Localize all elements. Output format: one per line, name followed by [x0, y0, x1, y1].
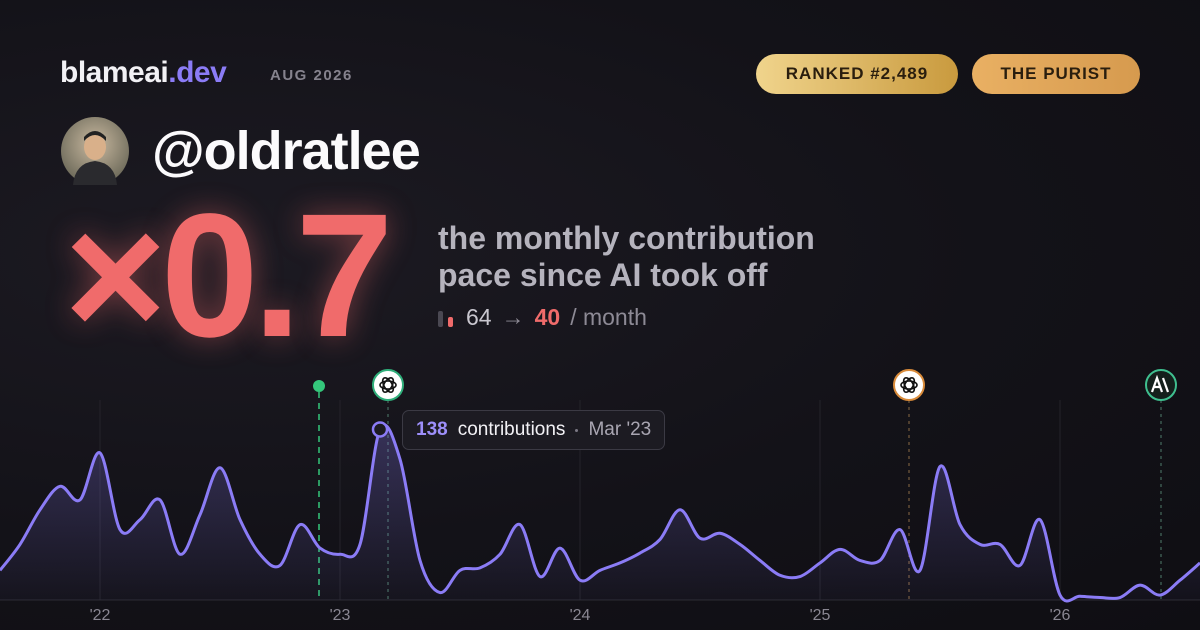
area — [0, 424, 1200, 601]
x-tick-label: '24 — [570, 607, 591, 624]
event-dot — [313, 380, 325, 392]
brand-name: blameai — [60, 56, 169, 89]
x-tick-label: '22 — [90, 607, 111, 624]
events — [313, 369, 1177, 600]
tooltip-value: 138 — [416, 419, 448, 441]
line — [0, 423, 1200, 603]
period: AUG 2026 — [270, 67, 353, 84]
openai-icon — [893, 369, 925, 401]
username: @oldratlee — [152, 121, 421, 181]
x-tick-label: '25 — [810, 607, 831, 624]
pace-before: 64 — [466, 304, 492, 330]
pace-unit: / month — [570, 304, 647, 330]
pace-icon — [438, 310, 453, 327]
tagline: pace since AI took off — [438, 257, 768, 293]
pace: 64 → 40 / month — [438, 304, 647, 331]
chart: '22 '23 '24 '25 '26 — [0, 369, 1200, 624]
avatar — [61, 117, 129, 185]
rank-badge: RANKED #2,489 — [756, 54, 958, 94]
anthropic-icon — [1145, 369, 1177, 401]
tooltip-label: contributions — [457, 419, 566, 441]
persona-badge: THE PURIST — [972, 54, 1140, 94]
tooltip-date: Mar '23 — [588, 419, 652, 441]
brand-suffix: .dev — [168, 56, 227, 89]
openai-icon — [372, 369, 404, 401]
brand: blameai.dev — [60, 56, 227, 90]
pace-arrow: → — [501, 304, 525, 330]
separator — [575, 428, 579, 432]
pace-after: 40 — [534, 304, 561, 330]
x-tick-label: '23 — [330, 607, 351, 624]
tagline: the monthly contribution — [438, 220, 815, 256]
x-tick-label: '26 — [1050, 607, 1071, 624]
tooltip: 138 contributions Mar '23 — [402, 410, 666, 451]
multiplier: ×0.7 — [64, 178, 393, 374]
highlight-point — [371, 421, 389, 438]
